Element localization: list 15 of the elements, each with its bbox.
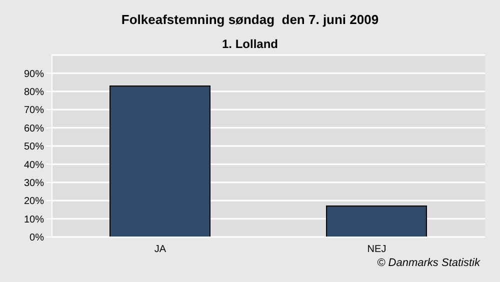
y-tick-label: 60% [24,123,44,134]
y-tick-label: 50% [24,142,44,153]
y-tick-label: 20% [24,196,44,208]
y-tick-label: 0% [30,232,44,244]
chart-title: Folkeafstemning søndag den 7. juni 2009 [120,12,380,27]
x-tick-label: NEJ [367,244,386,256]
y-tick-label: 40% [24,160,44,171]
y-tick-label: 70% [24,105,44,116]
y-tick-label: 80% [24,86,44,98]
y-tick-label: 10% [24,214,44,226]
x-tick-label: JA [154,244,166,256]
y-tick-label: 30% [24,178,44,189]
chart-subtitle: 1. Lolland [220,37,279,51]
text: © Danmarks Statistik [377,257,480,269]
y-tick-label: 90% [24,68,44,80]
